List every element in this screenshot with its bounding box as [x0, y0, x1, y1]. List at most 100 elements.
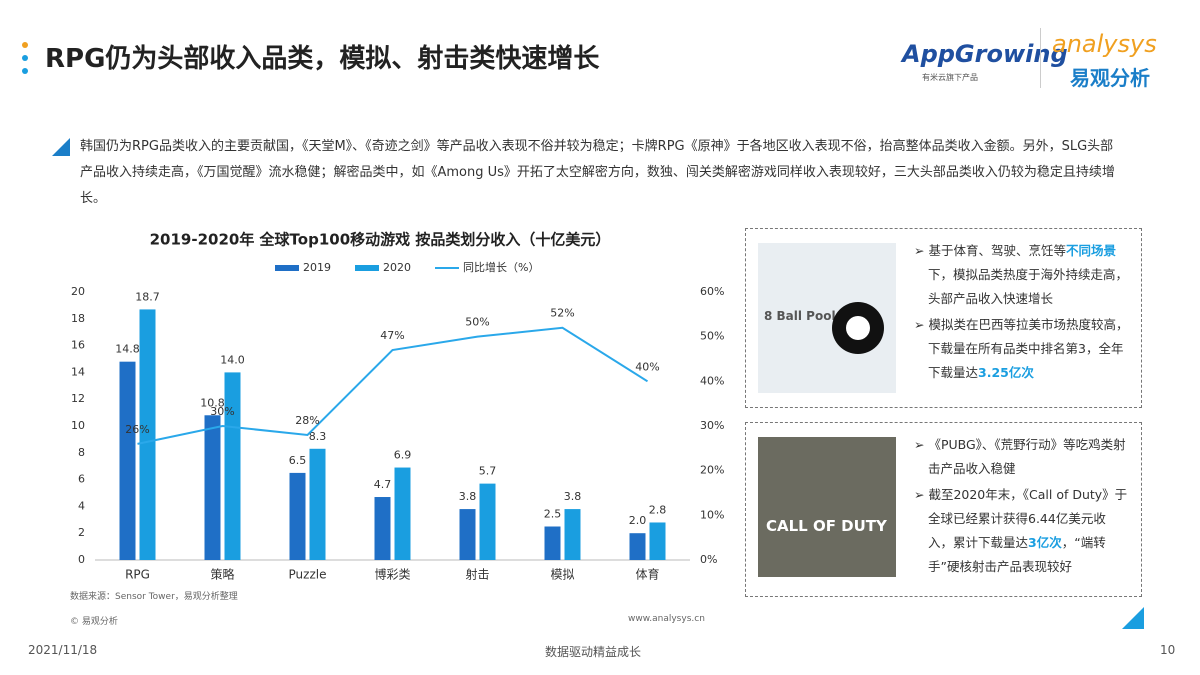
bar: [289, 472, 306, 560]
panel-text: ➢ 基于体育、驾驶、烹饪等不同场景下，模拟品类热度于海外持续走高，头部产品收入快…: [914, 239, 1129, 387]
y-tick-label: 14: [71, 365, 85, 378]
data-label: 6.9: [394, 449, 412, 462]
highlight: 3.25亿次: [978, 365, 1034, 380]
y2-tick-label: 60%: [700, 285, 724, 298]
bar: [119, 361, 136, 560]
data-label: 3.8: [459, 490, 477, 503]
y2-tick-label: 50%: [700, 330, 724, 343]
image-text: CALL OF DUTY: [766, 517, 887, 535]
highlight: 3亿次: [1028, 535, 1062, 550]
data-label: 5.7: [479, 465, 497, 478]
y-tick-label: 4: [78, 499, 85, 512]
bullet-text: ➢ 截至2020年末，《Call of Duty》于全球已经累计获得6.44亿美…: [914, 487, 1128, 550]
divider: [1040, 28, 1041, 88]
y-tick-label: 16: [71, 339, 85, 352]
y-tick-label: 12: [71, 392, 85, 405]
legend-swatch: [355, 265, 379, 271]
data-label: 4.7: [374, 478, 392, 491]
bullet-text: ➢ 《PUBG》、《荒野行动》等吃鸡类射击产品收入稳健: [914, 437, 1126, 476]
image: CALL OF DUTY: [758, 437, 896, 577]
summary: 韩国仍为RPG品类收入的主要贡献国，《天堂M》、《奇迹之剑》等产品收入表现不俗并…: [80, 139, 1115, 206]
bullet: ➢ 模拟类在巴西等拉美市场热度较高，下载量在所有品类中排名第3，全年下载量达3.…: [914, 313, 1129, 385]
y-tick-label: 8: [78, 446, 85, 459]
source: 数据来源：Sensor Tower，易观分析整理: [70, 592, 238, 602]
data-label: 18.7: [135, 290, 160, 303]
bar: [544, 526, 561, 560]
image-icon: [832, 302, 884, 354]
slogan: 数据驱动精益成长: [545, 645, 642, 659]
page-number: 10: [1160, 643, 1176, 657]
bullet-text: ➢ 基于体育、驾驶、烹饪等: [914, 243, 1066, 258]
y2-tick-label: 30%: [700, 419, 724, 432]
bar: [139, 309, 156, 560]
y-tick-label: 2: [78, 526, 85, 539]
bar: [629, 533, 646, 560]
bar: [224, 372, 241, 560]
title-dots: [22, 42, 28, 74]
legend-swatch: [275, 265, 299, 271]
logo: analysys: [1052, 30, 1157, 58]
line: [137, 326, 649, 445]
data-label: 14.8: [115, 343, 140, 356]
x-tick-label: 体育: [635, 567, 659, 582]
bar: [394, 467, 411, 560]
legend-label: 同比增长（%）: [463, 260, 539, 274]
data-label: 14.0: [220, 353, 245, 366]
marker: [52, 138, 70, 156]
y-tick-label: 18: [71, 312, 85, 325]
bar: [479, 483, 496, 560]
data-label: 6.5: [289, 454, 307, 467]
x-tick-label: RPG: [125, 568, 150, 582]
bullet-text: ➢ 模拟类在巴西等拉美市场热度较高，下载量在所有品类中排名第3，全年下载量达: [914, 317, 1129, 380]
image-text: 8 Ball Pool: [764, 309, 836, 323]
bullet: ➢ 《PUBG》、《荒野行动》等吃鸡类射击产品收入稳健: [914, 433, 1129, 481]
panel: 8 Ball Pool ➢ 基于体育、驾驶、烹饪等不同场景下，模拟品类热度于海外…: [745, 228, 1142, 408]
bullet-text: 下，模拟品类热度于海外持续走高，头部产品收入快速增长: [928, 267, 1129, 306]
data-label: 47%: [380, 329, 404, 342]
bullet: ➢ 截至2020年末，《Call of Duty》于全球已经累计获得6.44亿美…: [914, 483, 1129, 579]
highlight: 不同场景: [1065, 243, 1116, 258]
y-tick-label: 0: [78, 553, 85, 566]
bar: [204, 415, 221, 560]
logo: AppGrowing: [902, 40, 1068, 68]
data-label: 2.0: [629, 514, 647, 527]
data-label: 30%: [210, 405, 234, 418]
data-label: 40%: [635, 360, 659, 373]
x-tick-label: 模拟: [550, 568, 574, 582]
website: www.analysys.cn: [628, 614, 705, 624]
legend-label: 2020: [383, 261, 411, 274]
y-tick-label: 20: [71, 285, 85, 298]
bar: [564, 509, 581, 560]
x-tick-label: 博彩类: [374, 567, 410, 582]
data-label: 50%: [465, 316, 489, 329]
image: 8 Ball Pool: [758, 243, 896, 393]
logo-sub: 有米云旗下产品: [922, 73, 978, 82]
date: 2021/11/18: [28, 643, 98, 657]
y-tick-label: 10: [71, 419, 85, 432]
y2-tick-label: 10%: [700, 508, 724, 521]
y2-tick-label: 40%: [700, 374, 724, 387]
data-label: 3.8: [564, 490, 582, 503]
data-label: 8.3: [309, 430, 327, 443]
y2-tick-label: 0%: [700, 553, 717, 566]
slide-title: RPG仍为头部收入品类，模拟、射击类快速增长: [45, 44, 600, 74]
panel: CALL OF DUTY ➢ 《PUBG》、《荒野行动》等吃鸡类射击产品收入稳健…: [745, 422, 1142, 597]
x-tick-label: 策略: [210, 567, 234, 582]
bullet-text: ，“端转手”硬核射击产品表现较好: [928, 535, 1106, 574]
panel-text: ➢ 《PUBG》、《荒野行动》等吃鸡类射击产品收入稳健 ➢ 截至2020年末，《C…: [914, 433, 1129, 581]
marker: [1122, 607, 1144, 629]
legend-label: 2019: [303, 261, 331, 274]
data-label: 2.8: [649, 503, 667, 516]
data-label: 28%: [295, 414, 319, 427]
bar: [309, 448, 326, 560]
y-tick-label: 6: [78, 473, 85, 486]
bar: [374, 497, 391, 560]
y2-tick-label: 20%: [700, 464, 724, 477]
data-label: 26%: [125, 423, 149, 436]
copyright: © 易观分析: [70, 617, 118, 627]
chart-title: 2019-2020年 全球Top100移动游戏 按品类划分收入（十亿美元）: [150, 231, 611, 249]
x-tick-label: Puzzle: [289, 568, 327, 582]
bar: [649, 522, 666, 560]
bullet: ➢ 基于体育、驾驶、烹饪等不同场景下，模拟品类热度于海外持续走高，头部产品收入快…: [914, 239, 1129, 311]
